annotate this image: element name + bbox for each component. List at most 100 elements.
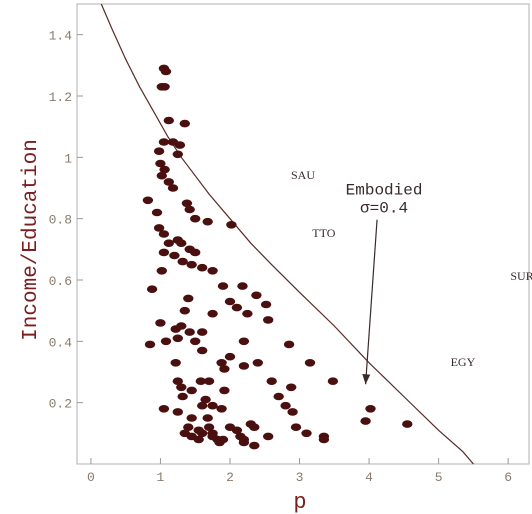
data-point	[144, 340, 156, 349]
data-point	[153, 224, 165, 232]
data-point	[287, 408, 298, 416]
x-tick-label: 4	[365, 470, 373, 485]
data-point	[286, 383, 297, 392]
data-point	[207, 267, 218, 275]
data-point	[153, 147, 165, 155]
data-point	[249, 423, 260, 432]
data-point	[203, 377, 215, 386]
arrow-head	[362, 374, 371, 385]
data-point	[177, 257, 188, 266]
data-point	[224, 297, 236, 306]
data-point	[142, 196, 154, 205]
data-point	[200, 395, 211, 404]
data-point	[167, 184, 179, 192]
country-label: SUR	[510, 269, 532, 283]
x-tick-label: 0	[87, 470, 95, 485]
data-point	[195, 377, 206, 386]
data-point	[266, 377, 277, 386]
data-point	[159, 165, 170, 174]
data-point	[183, 423, 194, 432]
data-point	[273, 392, 284, 401]
data-point	[160, 67, 172, 76]
data-point	[163, 239, 174, 247]
data-point	[163, 116, 174, 125]
x-tick-label: 2	[226, 470, 234, 485]
data-point	[203, 423, 215, 432]
data-point	[280, 401, 291, 410]
data-point	[290, 423, 302, 432]
data-point	[174, 141, 186, 149]
data-point	[170, 325, 181, 333]
data-point	[260, 300, 272, 309]
data-point	[231, 426, 243, 435]
data-point	[237, 282, 248, 290]
x-tick-label: 6	[504, 470, 512, 485]
data-point	[197, 328, 208, 336]
data-point	[219, 386, 230, 395]
data-point	[327, 377, 339, 386]
data-point	[186, 260, 197, 269]
data-point	[190, 248, 201, 257]
data-point	[177, 392, 188, 401]
y-tick-label: 0.8	[49, 213, 72, 228]
data-point	[183, 294, 194, 303]
data-point	[179, 119, 190, 128]
data-point	[159, 83, 170, 91]
data-point	[186, 386, 197, 395]
data-point	[242, 309, 253, 318]
embodied-curve	[100, 3, 474, 465]
data-point	[158, 230, 170, 238]
data-point	[176, 239, 187, 247]
data-point	[179, 306, 190, 315]
y-tick-label: 0.6	[49, 274, 72, 289]
data-point	[252, 359, 263, 367]
y-tick-label: 0.2	[49, 397, 72, 412]
data-point	[238, 435, 250, 444]
y-axis-title: Income/Education	[20, 139, 43, 341]
data-point	[202, 414, 213, 422]
data-point	[146, 285, 158, 294]
data-point	[263, 316, 274, 324]
data-point	[301, 429, 312, 438]
data-point	[190, 337, 201, 346]
data-point	[176, 383, 187, 392]
plot-frame	[76, 3, 530, 465]
data-point	[216, 359, 227, 367]
data-point	[160, 337, 172, 346]
x-axis-title: p	[293, 490, 306, 514]
data-point	[238, 337, 250, 346]
x-tick-label: 1	[157, 470, 165, 485]
y-tick-label: 0.4	[49, 335, 73, 350]
data-point	[156, 171, 167, 180]
data-point	[365, 405, 376, 413]
data-point	[197, 263, 208, 272]
data-point	[169, 251, 180, 260]
data-point	[172, 408, 183, 416]
data-point	[216, 405, 227, 413]
data-point	[186, 414, 197, 422]
data-point	[219, 365, 230, 373]
data-point	[190, 214, 201, 223]
data-point	[207, 401, 218, 410]
data-point	[163, 178, 174, 186]
annotation-line-1: Embodied	[346, 182, 423, 200]
data-point	[184, 205, 195, 214]
country-label: TTO	[312, 226, 335, 240]
x-tick-label: 5	[435, 470, 443, 485]
annotation-arrow	[364, 219, 378, 385]
data-point	[158, 138, 170, 146]
y-tick-label: 1	[64, 151, 72, 166]
data-point	[172, 334, 183, 343]
data-point	[249, 441, 260, 450]
country-labels: SAU TTO SUR EGY	[291, 168, 532, 369]
data-point	[197, 401, 208, 410]
data-point	[231, 303, 243, 312]
y-tick-label: 1.4	[49, 29, 73, 44]
points-layer	[142, 64, 413, 450]
x-tick-label: 3	[296, 470, 304, 485]
data-point	[226, 221, 237, 229]
curve-layer	[100, 3, 474, 465]
data-point	[170, 359, 181, 367]
